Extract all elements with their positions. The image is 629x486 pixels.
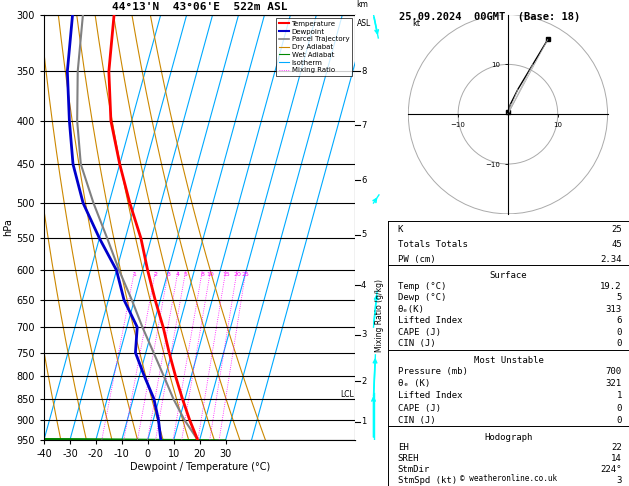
Text: 20: 20 — [233, 273, 241, 278]
Text: Mixing Ratio (g/kg): Mixing Ratio (g/kg) — [375, 279, 384, 352]
Text: LCL: LCL — [340, 390, 354, 399]
Text: 45: 45 — [611, 240, 622, 249]
Text: 3: 3 — [361, 330, 366, 340]
Text: 6: 6 — [616, 316, 622, 326]
Text: 7: 7 — [361, 121, 366, 130]
Text: 4: 4 — [176, 273, 180, 278]
Text: 321: 321 — [606, 379, 622, 388]
Text: 2: 2 — [361, 377, 366, 385]
Text: EH: EH — [398, 443, 408, 452]
Text: SREH: SREH — [398, 454, 420, 463]
Text: 10: 10 — [207, 273, 214, 278]
X-axis label: Dewpoint / Temperature (°C): Dewpoint / Temperature (°C) — [130, 462, 270, 471]
Text: CAPE (J): CAPE (J) — [398, 404, 441, 413]
Text: 1: 1 — [361, 417, 366, 426]
Text: 0: 0 — [616, 339, 622, 348]
Text: Hodograph: Hodograph — [484, 433, 533, 442]
Text: Dewp (°C): Dewp (°C) — [398, 294, 446, 302]
Text: 19.2: 19.2 — [600, 282, 622, 291]
Legend: Temperature, Dewpoint, Parcel Trajectory, Dry Adiabat, Wet Adiabat, Isotherm, Mi: Temperature, Dewpoint, Parcel Trajectory… — [276, 18, 352, 76]
Text: StmDir: StmDir — [398, 465, 430, 474]
Text: 3: 3 — [167, 273, 170, 278]
Text: 8: 8 — [361, 67, 366, 76]
Text: 2.34: 2.34 — [600, 255, 622, 263]
Text: 3: 3 — [616, 476, 622, 485]
Text: Surface: Surface — [490, 272, 527, 280]
Text: 0: 0 — [616, 416, 622, 425]
Text: Pressure (mb): Pressure (mb) — [398, 367, 467, 376]
Text: 4: 4 — [361, 281, 366, 290]
Text: 0: 0 — [616, 404, 622, 413]
Y-axis label: hPa: hPa — [4, 218, 14, 236]
Text: Lifted Index: Lifted Index — [398, 391, 462, 400]
Text: 700: 700 — [606, 367, 622, 376]
Text: 6: 6 — [361, 176, 366, 185]
Text: Lifted Index: Lifted Index — [398, 316, 462, 326]
Text: 1: 1 — [616, 391, 622, 400]
Text: θₑ (K): θₑ (K) — [398, 379, 430, 388]
Text: 2: 2 — [153, 273, 157, 278]
Text: © weatheronline.co.uk: © weatheronline.co.uk — [460, 474, 557, 483]
Text: 5: 5 — [361, 230, 366, 239]
Text: 22: 22 — [611, 443, 622, 452]
Text: 5: 5 — [184, 273, 187, 278]
Text: PW (cm): PW (cm) — [398, 255, 435, 263]
Text: 0: 0 — [616, 328, 622, 337]
Text: CAPE (J): CAPE (J) — [398, 328, 441, 337]
Text: 5: 5 — [616, 294, 622, 302]
Text: 313: 313 — [606, 305, 622, 314]
Text: 25: 25 — [611, 226, 622, 234]
Text: 25.09.2024  00GMT  (Base: 18): 25.09.2024 00GMT (Base: 18) — [399, 12, 581, 22]
Text: km: km — [357, 0, 369, 10]
Text: Totals Totals: Totals Totals — [398, 240, 467, 249]
Text: Most Unstable: Most Unstable — [474, 356, 543, 365]
Text: K: K — [398, 226, 403, 234]
Text: ASL: ASL — [357, 19, 371, 28]
Text: 1: 1 — [133, 273, 136, 278]
Text: Temp (°C): Temp (°C) — [398, 282, 446, 291]
Text: θₑ(K): θₑ(K) — [398, 305, 425, 314]
Text: 15: 15 — [222, 273, 230, 278]
Title: 44°13'N  43°06'E  522m ASL: 44°13'N 43°06'E 522m ASL — [112, 2, 287, 13]
Text: 224°: 224° — [600, 465, 622, 474]
Text: StmSpd (kt): StmSpd (kt) — [398, 476, 457, 485]
Text: kt: kt — [412, 18, 420, 28]
Text: 25: 25 — [242, 273, 250, 278]
Text: 14: 14 — [611, 454, 622, 463]
Text: 8: 8 — [201, 273, 204, 278]
Text: CIN (J): CIN (J) — [398, 339, 435, 348]
Text: CIN (J): CIN (J) — [398, 416, 435, 425]
